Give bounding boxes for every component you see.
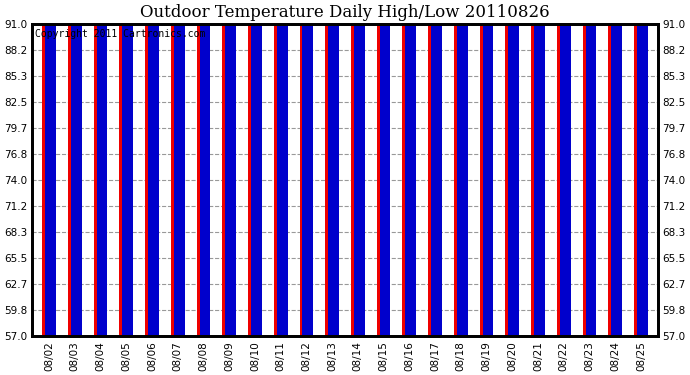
Bar <box>325 0 336 336</box>
Bar <box>68 0 79 336</box>
Bar <box>148 0 159 336</box>
Bar <box>145 0 156 336</box>
Bar <box>531 0 542 336</box>
Bar <box>534 0 545 336</box>
Bar <box>402 0 413 336</box>
Bar <box>328 0 339 336</box>
Bar <box>299 0 310 336</box>
Bar <box>197 0 208 336</box>
Bar <box>251 0 262 336</box>
Bar <box>199 0 210 336</box>
Bar <box>380 0 391 336</box>
Title: Outdoor Temperature Daily High/Low 20110826: Outdoor Temperature Daily High/Low 20110… <box>140 4 550 21</box>
Bar <box>457 0 468 336</box>
Text: Copyright 2011 Cartronics.com: Copyright 2011 Cartronics.com <box>35 29 206 39</box>
Bar <box>509 0 519 336</box>
Bar <box>222 0 233 336</box>
Bar <box>480 0 491 336</box>
Bar <box>557 0 568 336</box>
Bar <box>42 0 53 336</box>
Bar <box>122 0 133 336</box>
Bar <box>171 0 181 336</box>
Bar <box>277 0 288 336</box>
Bar <box>634 0 645 336</box>
Bar <box>97 0 108 336</box>
Bar <box>582 0 593 336</box>
Bar <box>431 0 442 336</box>
Bar <box>454 0 465 336</box>
Bar <box>45 0 56 336</box>
Bar <box>482 0 493 336</box>
Bar <box>609 0 619 336</box>
Bar <box>637 0 648 336</box>
Bar <box>586 0 596 336</box>
Bar <box>611 0 622 336</box>
Bar <box>354 0 365 336</box>
Bar <box>406 0 416 336</box>
Bar <box>428 0 439 336</box>
Bar <box>225 0 236 336</box>
Bar <box>94 0 104 336</box>
Bar <box>119 0 130 336</box>
Bar <box>71 0 81 336</box>
Bar <box>377 0 388 336</box>
Bar <box>274 0 284 336</box>
Bar <box>506 0 516 336</box>
Bar <box>351 0 362 336</box>
Bar <box>302 0 313 336</box>
Bar <box>174 0 184 336</box>
Bar <box>248 0 259 336</box>
Bar <box>560 0 571 336</box>
